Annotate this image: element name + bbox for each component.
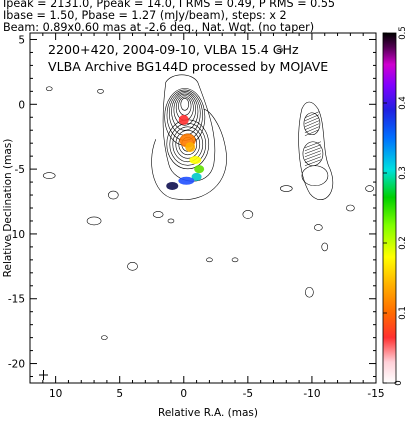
- header-line-1: Ipeak = 2131.0, Ppeak = 14.0, I RMS = 0.…: [3, 0, 336, 10]
- colorbar-ticks: 0 0.1 0.2 0.3 0.4 0.5: [383, 26, 408, 386]
- noise-island: [167, 218, 175, 224]
- noise-island: [321, 242, 329, 252]
- polarization-blob: [166, 181, 179, 190]
- noise-island: [42, 172, 56, 179]
- knot-contour: [172, 126, 204, 163]
- knot-contour: [169, 122, 207, 166]
- pol-hatch: [304, 150, 322, 157]
- intensity-contour: [171, 92, 199, 131]
- noise-island: [152, 211, 164, 218]
- polarization-blob: [189, 156, 202, 165]
- noise-island: [107, 190, 119, 200]
- y-tick-label: -20: [8, 359, 25, 371]
- pol-hatch: [304, 126, 320, 133]
- polarization-color-overlay: [166, 114, 205, 190]
- colorbar-tick-label: 0.4: [398, 96, 408, 110]
- x-axis-label: Relative R.A. (mas): [158, 407, 258, 419]
- noise-island: [206, 257, 213, 263]
- colorbar-tick-label: 0: [394, 380, 404, 385]
- x-tick-label: -15: [367, 388, 384, 400]
- noise-island: [86, 216, 102, 226]
- x-tick-label: -10: [303, 388, 320, 400]
- pol-envelope: [298, 101, 334, 200]
- header-line-2: Ibase = 1.50, Pbase = 1.27 (mJy/beam), s…: [3, 9, 287, 22]
- pol-hatch: [304, 129, 320, 136]
- y-tick-label: -5: [15, 164, 25, 176]
- intensity-envelope-outer: [151, 108, 227, 200]
- intensity-contour: [178, 96, 192, 116]
- noise-island: [276, 47, 284, 53]
- polarization-blob: [185, 142, 196, 153]
- pol-hatch: [304, 159, 322, 166]
- polarization-blob: [194, 165, 205, 174]
- polarization-blob: [191, 172, 202, 181]
- intensity-envelope: [162, 74, 216, 182]
- x-tick-label: 10: [49, 388, 62, 400]
- y-tick-label: -15: [8, 294, 25, 306]
- intensity-contour: [180, 97, 190, 111]
- x-tick-label: -5: [243, 388, 253, 400]
- pol-contour: [303, 112, 321, 136]
- plot-title-line-2: VLBA Archive BG144D processed by MOJAVE: [48, 59, 329, 74]
- pol-hatch: [304, 111, 320, 118]
- pol-hatch: [304, 153, 322, 160]
- pol-hatch: [304, 141, 322, 148]
- plot-title-line-1: 2200+420, 2004-09-10, VLBA 15.4 GHz: [48, 42, 299, 57]
- noise-island: [127, 262, 138, 271]
- noise-island: [279, 185, 293, 192]
- noise-island: [45, 86, 53, 92]
- colorbar: [382, 32, 397, 384]
- pol-hatch: [304, 114, 320, 121]
- intensity-contour: [173, 93, 196, 126]
- colorbar-tick-label: 0.3: [398, 166, 408, 180]
- plot-frame: [29, 32, 377, 384]
- y-tick-label: 0: [18, 99, 25, 111]
- y-axis-label: Relative Declination (mas): [2, 139, 14, 278]
- pol-hatch: [304, 147, 322, 154]
- pol-hatch: [304, 123, 320, 130]
- noise-island: [314, 224, 323, 231]
- header-line-3: Beam: 0.89x0.60 mas at -2.6 deg., Nat. W…: [3, 21, 315, 34]
- noise-island: [97, 89, 104, 94]
- pol-hatch: [304, 117, 320, 124]
- colorbar-tick-label: 0.2: [398, 236, 408, 250]
- noise-island: [305, 286, 314, 298]
- noise-island: [242, 210, 254, 219]
- noise-island: [365, 185, 374, 192]
- colorbar-tick-label: 0.5: [398, 26, 408, 40]
- x-tick-label: 0: [180, 388, 187, 400]
- colorbar-tick-label: 0.1: [398, 306, 408, 320]
- pol-hatch: [304, 144, 322, 151]
- pol-hatch: [304, 156, 322, 163]
- beam-marker: [39, 370, 48, 380]
- pol-hatch: [304, 120, 320, 127]
- noise-island: [346, 204, 355, 212]
- polarization-blob: [178, 114, 189, 125]
- x-tick-label: 5: [116, 388, 123, 400]
- noise-islands: [42, 47, 374, 340]
- polarization-contours: [298, 101, 334, 200]
- y-tick-label: -10: [8, 229, 25, 241]
- pol-contour: [301, 165, 329, 187]
- knot-contour: [175, 129, 201, 159]
- y-tick-label: 5: [18, 34, 25, 46]
- axes: 10 5 0 -5 -10 -15 5 0 -5 -10 -15 -20 Relative R.A. (…: [2, 33, 385, 419]
- polarization-blob: [178, 176, 195, 185]
- noise-island: [101, 335, 108, 340]
- noise-island: [231, 257, 239, 263]
